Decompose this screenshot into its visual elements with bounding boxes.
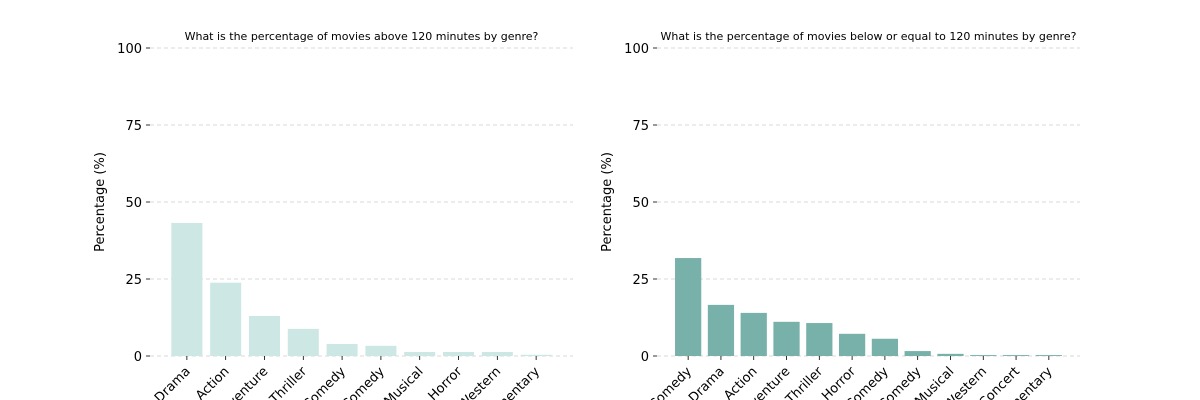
x-tick-label: Western <box>456 364 504 400</box>
bar <box>773 321 800 356</box>
bar <box>970 355 997 356</box>
bar <box>520 354 552 356</box>
bar <box>707 304 735 356</box>
y-tick-label: 100 <box>624 42 649 57</box>
bar <box>287 328 319 356</box>
bar <box>675 258 702 356</box>
chart-title: What is the percentage of movies below o… <box>661 30 1077 43</box>
bar <box>171 222 203 356</box>
y-tick-label: 75 <box>632 119 649 134</box>
x-tick-label: Drama <box>152 364 194 400</box>
x-tick-label: Musical <box>382 364 427 400</box>
x-tick-label: Thriller <box>266 364 310 400</box>
bar <box>326 343 358 356</box>
bar <box>442 351 475 356</box>
bar <box>481 351 513 356</box>
bar <box>937 353 964 356</box>
y-tick-label: 0 <box>641 350 649 365</box>
bar <box>871 338 899 356</box>
y-tick-label: 50 <box>632 196 649 211</box>
bar <box>904 351 931 356</box>
bar <box>1002 355 1030 356</box>
bar <box>210 282 242 356</box>
x-tick-label: Horror <box>426 364 466 400</box>
bar <box>248 315 281 356</box>
y-axis-label: Percentage (%) <box>600 152 615 252</box>
x-tick-label: Comedy <box>300 364 349 400</box>
bar <box>404 351 436 356</box>
x-tick-label: Action <box>193 364 232 400</box>
bar <box>740 312 767 356</box>
y-tick-label: 75 <box>125 119 142 134</box>
y-axis-label: Percentage (%) <box>93 152 108 252</box>
y-tick-label: 25 <box>632 273 649 288</box>
bar <box>838 333 866 356</box>
bar <box>365 345 397 356</box>
y-tick-label: 100 <box>117 42 142 57</box>
chart-title: What is the percentage of movies above 1… <box>185 30 539 43</box>
y-tick-label: 25 <box>125 273 142 288</box>
y-tick-label: 0 <box>134 350 142 365</box>
bar <box>1035 355 1062 356</box>
bar <box>806 323 833 356</box>
y-tick-label: 50 <box>125 196 142 211</box>
